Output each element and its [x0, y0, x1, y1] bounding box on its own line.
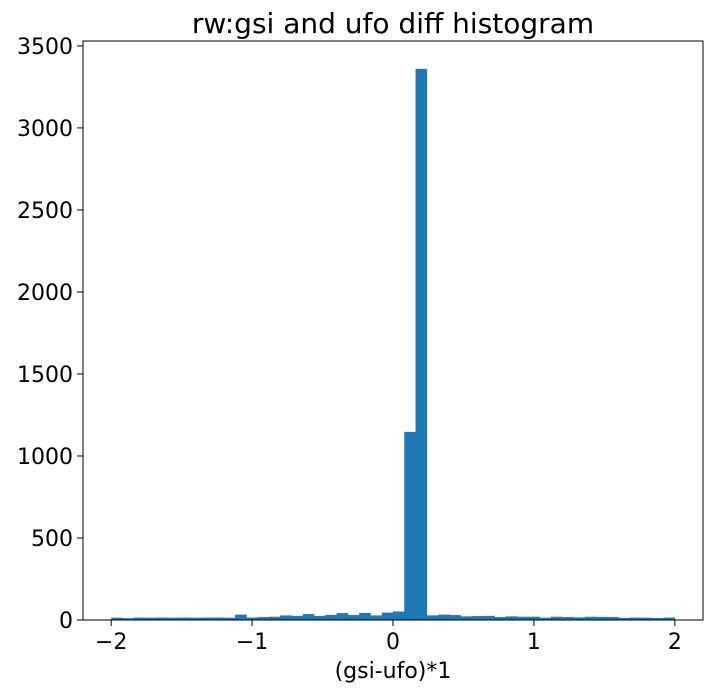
histogram-bar — [438, 614, 450, 620]
histogram-bar — [584, 616, 597, 620]
histogram-bar — [246, 617, 259, 620]
histogram-bar — [314, 615, 326, 620]
x-tick-label: −1 — [236, 630, 268, 655]
histogram-bar — [156, 617, 168, 620]
histogram-bar — [212, 617, 225, 620]
histogram-bar — [404, 431, 416, 620]
chart-title: rw:gsi and ufo diff histogram — [192, 7, 594, 40]
plot-frame — [82, 40, 704, 621]
x-axis-label: (gsi-ufo)*1 — [335, 659, 452, 684]
histogram-bar — [235, 614, 247, 620]
histogram-bar — [325, 614, 337, 620]
histogram-bar — [517, 616, 529, 620]
histogram-bar — [280, 615, 292, 620]
histogram-bar — [336, 613, 349, 620]
y-tick-label: 1000 — [17, 445, 73, 470]
y-tick-label: 500 — [31, 527, 73, 552]
histogram-bar — [145, 617, 157, 620]
histogram-bar — [550, 616, 563, 620]
histogram-bar — [539, 617, 552, 620]
histogram-bar — [505, 616, 518, 620]
x-axis: −2 −1 0 1 2 — [95, 620, 682, 655]
histogram-bar — [494, 617, 507, 620]
histogram-bar — [223, 617, 236, 620]
histogram-bar — [528, 616, 540, 620]
histogram-bar — [426, 615, 439, 620]
histogram-bar — [122, 618, 135, 620]
histogram-bar — [629, 617, 642, 620]
y-tick-label: 2000 — [17, 281, 73, 306]
y-tick-label: 0 — [59, 609, 73, 634]
histogram-bar — [302, 614, 315, 620]
histogram-bar — [347, 615, 360, 620]
x-tick-label: −2 — [95, 630, 127, 655]
histogram-bar — [573, 617, 585, 620]
histogram-bar — [449, 615, 461, 620]
histogram-bar — [663, 617, 676, 620]
histogram-bar — [178, 617, 191, 620]
histogram-bar — [460, 616, 473, 620]
x-tick-label: 2 — [668, 630, 682, 655]
histogram-bar — [415, 68, 428, 620]
histogram-bar — [483, 615, 495, 620]
histogram-bar — [257, 617, 270, 620]
y-tick-label: 2500 — [17, 199, 73, 224]
histogram-bar — [190, 617, 202, 620]
histogram-bar — [291, 615, 304, 620]
histogram-bar — [393, 611, 405, 620]
y-tick-label: 1500 — [17, 363, 73, 388]
y-tick-label: 3500 — [17, 35, 73, 60]
histogram-bar — [201, 617, 213, 620]
y-tick-label: 3000 — [17, 117, 73, 142]
histogram-bar — [111, 617, 123, 620]
histogram-bar — [562, 617, 574, 620]
histogram-bar — [133, 617, 146, 620]
histogram-bar — [595, 616, 608, 620]
x-tick-label: 0 — [386, 630, 400, 655]
histogram-bar — [471, 616, 484, 620]
histogram-bar — [607, 617, 619, 620]
histogram-bar — [652, 618, 664, 620]
histogram-bar — [370, 615, 383, 620]
histogram-bar — [641, 617, 653, 620]
histogram-bars — [111, 68, 676, 620]
histogram-bar — [359, 612, 371, 620]
histogram-bar — [618, 617, 631, 620]
y-axis: 0 500 1000 1500 2000 2500 3000 3500 — [17, 35, 83, 634]
histogram-bar — [167, 617, 180, 620]
histogram-bar — [269, 616, 281, 620]
x-tick-label: 1 — [527, 630, 541, 655]
histogram-bar — [381, 612, 394, 620]
